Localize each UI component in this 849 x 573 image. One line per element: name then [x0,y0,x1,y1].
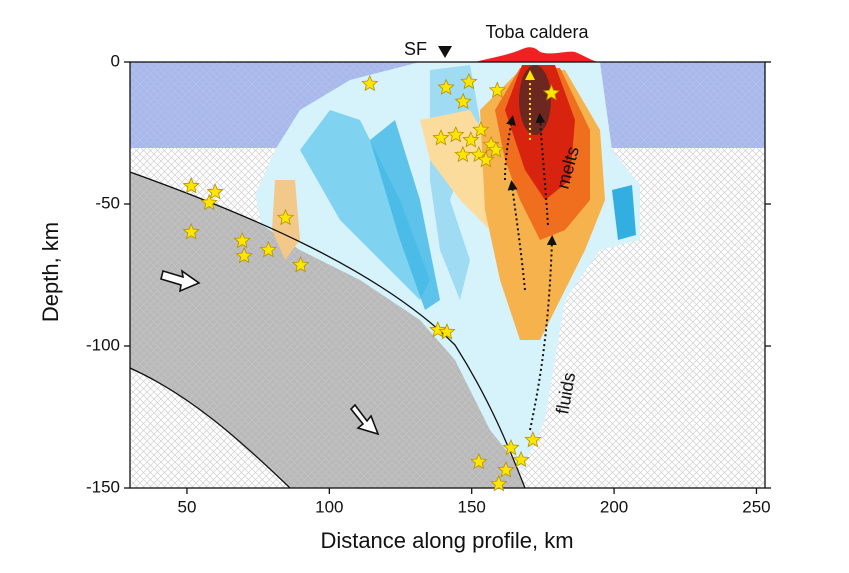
earthquake [429,321,447,338]
earthquake [233,231,251,249]
section-background [130,62,765,488]
slab-arrow [160,269,201,293]
annotation: SF [404,39,427,59]
earthquake [206,183,224,200]
sf-marker [438,46,452,58]
low-velocity-blue [300,110,430,300]
earthquake [454,92,472,110]
y-tick-label: 0 [111,51,120,70]
earthquake [454,145,472,163]
x-tick-label: 250 [742,497,770,516]
earthquake [182,177,200,194]
earthquake [361,74,379,92]
earthquake [470,452,488,470]
flow-arrow [529,235,557,431]
earthquake [432,129,450,146]
earthquake [502,438,520,456]
earthquake [292,256,310,273]
y-tick-label: -50 [95,193,120,212]
slab-bottom [130,367,291,488]
x-tick-label: 50 [177,497,196,516]
blue-stripe [370,120,440,310]
earthquake [512,450,530,468]
earthquake [462,131,480,148]
x-tick-label: 150 [458,497,486,516]
earthquake [235,246,253,264]
y-axis-label: Depth, km [38,222,63,322]
earthquake [487,140,505,158]
earthquake [437,78,455,95]
x-axis-label: Distance along profile, km [320,528,573,553]
plot-frame [129,61,766,489]
earthquake [477,150,495,168]
earthquake [524,430,542,448]
earthquake [259,240,277,258]
earthquake [542,84,560,101]
earthquake [447,125,465,143]
earthquake [200,193,218,211]
y-tick-label: -150 [86,477,120,496]
slab-arrow [349,403,380,436]
earthquake [472,120,490,138]
x-tick-label: 100 [315,497,343,516]
earthquake [460,72,478,90]
earthquake [497,461,515,478]
earthquake [276,208,295,226]
x-tick-label: 200 [600,497,628,516]
earthquake [182,223,200,240]
flow-arrow [504,115,516,181]
blue-patch [612,185,636,240]
slab-hatch [130,172,525,488]
slab-top [130,171,526,488]
y-tick-label: -100 [86,335,120,354]
caldera-topography [475,47,598,62]
earthquake [438,323,456,340]
annotation: Toba caldera [485,22,589,42]
dark-core [519,65,551,135]
earthquake [490,474,508,492]
flow-arrow [507,180,526,291]
earthquake [488,81,506,98]
